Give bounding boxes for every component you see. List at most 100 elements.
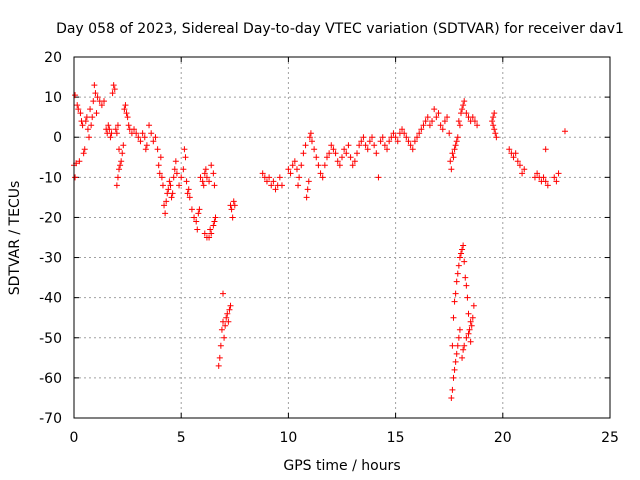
data-point [416,130,423,137]
data-point [285,166,292,173]
data-point [178,174,185,181]
y-tick-label: 20 [44,50,62,66]
data-point [263,178,270,185]
data-point [91,82,98,89]
data-point [399,126,406,133]
data-point [493,134,500,141]
data-point [135,134,142,141]
data-point [193,218,200,225]
data-point [157,154,164,161]
data-point [116,166,123,173]
data-point [166,178,173,185]
data-point [469,314,476,321]
x-tick-label: 10 [279,430,297,446]
data-point [270,178,277,185]
data-point [201,170,208,177]
x-tick-label: 15 [387,430,405,446]
data-point [176,182,183,189]
data-point [463,110,470,117]
data-point [278,182,285,189]
data-point [414,134,421,141]
data-point [90,98,97,105]
data-point [272,186,279,193]
data-point [362,142,369,149]
data-point [315,162,322,169]
data-point [227,302,234,309]
data-point [317,170,324,177]
data-point [351,158,358,165]
data-point [459,354,466,361]
data-point [459,106,466,113]
data-point [467,318,474,325]
data-point [164,190,171,197]
data-point [188,206,195,213]
x-tick-labels: 0 5 10 15 20 25 [70,430,619,446]
y-tick-label: -70 [39,411,62,427]
data-point [343,150,350,157]
data-point [307,130,314,137]
data-point [148,130,155,137]
y-tick-label: 10 [44,90,62,106]
data-point [208,162,215,169]
data-point [407,142,414,149]
data-point [228,206,235,213]
data-point [217,342,224,349]
data-point [119,150,126,157]
data-point [308,138,315,145]
data-point [514,158,521,165]
data-point [341,146,348,153]
data-point [542,178,549,185]
data-point [158,174,165,181]
y-tick-label: -10 [39,170,62,186]
data-point [183,178,190,185]
data-point [123,110,130,117]
data-point [225,318,232,325]
data-point [287,170,294,177]
data-point [455,262,462,269]
data-point [332,150,339,157]
data-point [266,174,273,181]
data-point [386,138,393,145]
data-point [81,146,88,153]
data-point [105,122,112,129]
data-point [328,142,335,149]
data-point [390,130,397,137]
data-point [222,322,229,329]
data-point [86,134,93,141]
data-point [300,150,307,157]
data-point [448,394,455,401]
data-point [80,150,87,157]
x-tick-label: 20 [494,430,512,446]
data-point [305,178,312,185]
data-point [349,162,356,169]
y-tick-label: -40 [39,291,62,307]
data-point [358,138,365,145]
data-point [114,174,121,181]
data-point [446,130,453,137]
data-point [381,142,388,149]
data-point [460,242,467,249]
data-point [117,162,124,169]
data-point [169,190,176,197]
data-point [411,138,418,145]
data-point [139,130,146,137]
data-point [224,310,231,317]
data-point [451,366,458,373]
data-point [131,126,138,133]
data-point [448,166,455,173]
data-point [162,210,169,217]
data-point [296,174,303,181]
data-point [453,350,460,357]
data-point [491,110,498,117]
data-point [133,130,140,137]
data-point [490,114,497,121]
x-tick-label: 25 [601,430,619,446]
data-point [154,146,161,153]
data-point [452,358,459,365]
data-point [371,142,378,149]
data-point [72,174,79,181]
data-point [463,282,470,289]
data-point [420,122,427,129]
data-point [93,110,100,117]
data-point [259,170,266,177]
